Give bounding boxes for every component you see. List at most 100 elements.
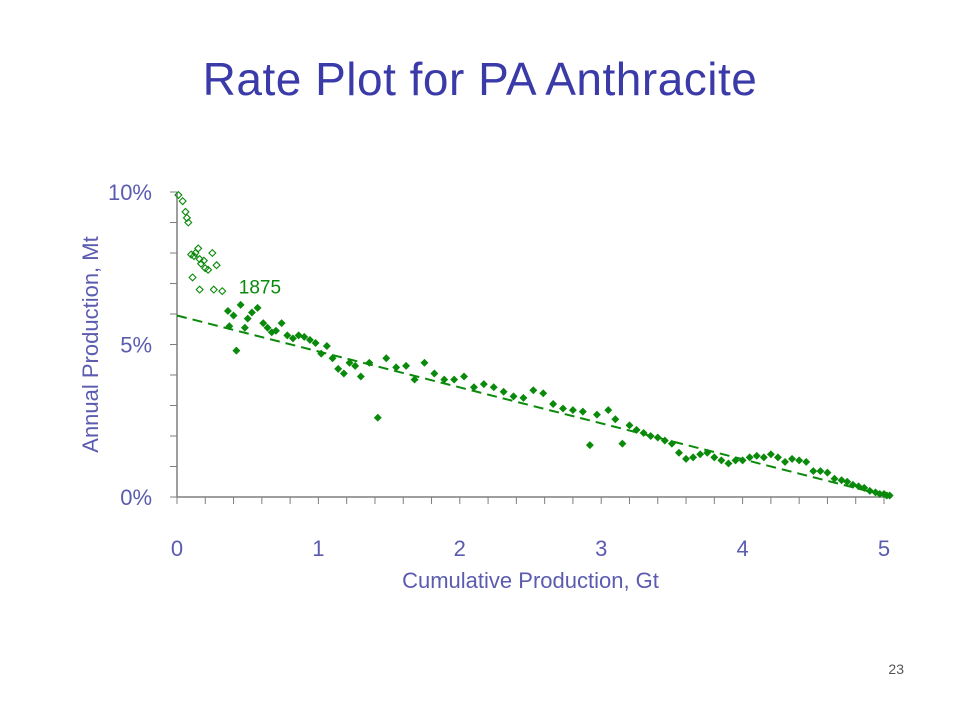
- data-point-open: [208, 248, 217, 258]
- data-point: [766, 450, 775, 459]
- data-point-open: [194, 244, 203, 253]
- data-point: [509, 392, 518, 401]
- data-point: [717, 456, 726, 465]
- data-point: [382, 354, 391, 363]
- data-point-open: [209, 285, 218, 294]
- data-point-open: [218, 286, 227, 296]
- data-point: [225, 322, 234, 331]
- data-point: [247, 308, 256, 317]
- data-point: [745, 453, 754, 462]
- data-point-open: [182, 213, 192, 223]
- data-point: [731, 456, 740, 465]
- data-point-open: [184, 218, 193, 227]
- data-point: [365, 358, 374, 367]
- x-tick-label: 2: [454, 536, 466, 561]
- data-point: [738, 456, 747, 465]
- data-point: [322, 342, 331, 350]
- data-point: [809, 467, 818, 476]
- data-point: [830, 474, 839, 483]
- data-point: [440, 375, 449, 384]
- data-point: [848, 480, 857, 489]
- data-point: [300, 332, 309, 341]
- data-point: [430, 369, 439, 378]
- data-point: [240, 323, 249, 332]
- y-tick-label: 5%: [120, 333, 152, 358]
- data-point: [585, 441, 594, 450]
- data-point: [243, 314, 252, 323]
- data-point: [578, 407, 587, 416]
- data-point: [229, 311, 238, 320]
- data-point: [305, 335, 314, 344]
- data-point: [660, 436, 669, 445]
- data-point: [479, 380, 488, 389]
- data-point: [311, 339, 320, 347]
- data-point: [854, 482, 863, 491]
- slide-title: Rate Plot for PA Anthracite: [202, 53, 758, 105]
- data-point: [283, 331, 292, 340]
- data-point: [618, 439, 627, 448]
- data-point: [865, 486, 874, 495]
- data-point: [632, 425, 641, 434]
- x-axis-label: Cumulative Production, Gt: [402, 568, 659, 593]
- data-point: [568, 406, 577, 415]
- data-point: [667, 439, 676, 448]
- data-point: [823, 468, 832, 477]
- data-point-open: [196, 259, 206, 268]
- data-point: [604, 406, 613, 415]
- data-point-open: [174, 190, 183, 200]
- data-point: [223, 306, 232, 315]
- data-point: [334, 364, 343, 373]
- data-point: [317, 349, 326, 358]
- data-point: [253, 303, 262, 312]
- data-point-open: [195, 254, 204, 264]
- data-point: [816, 467, 825, 476]
- x-tick-label: 5: [878, 536, 890, 561]
- data-point-open: [178, 196, 187, 206]
- data-point: [539, 389, 548, 398]
- trendline: [176, 314, 892, 498]
- data-point-open: [212, 261, 221, 270]
- data-point: [450, 375, 459, 384]
- data-point: [802, 457, 811, 466]
- y-axis-label: Annual Production, Mt: [78, 236, 103, 452]
- data-point: [682, 454, 691, 463]
- data-point: [489, 383, 498, 392]
- data-point: [402, 361, 411, 370]
- data-point: [529, 386, 538, 395]
- data-point: [345, 358, 354, 367]
- data-point: [724, 459, 733, 468]
- data-point: [759, 453, 768, 462]
- data-point: [788, 454, 797, 463]
- data-point: [639, 428, 648, 437]
- data-point: [696, 450, 705, 459]
- data-point: [351, 361, 360, 370]
- data-point: [294, 331, 303, 340]
- x-tick-label: 0: [171, 536, 183, 561]
- data-point: [860, 483, 869, 492]
- x-tick-label: 3: [595, 536, 607, 561]
- data-point: [420, 358, 429, 367]
- data-point: [232, 346, 241, 355]
- data-point: [410, 375, 419, 384]
- data-point: [752, 451, 761, 460]
- data-point: [236, 300, 245, 309]
- x-tick-label: 4: [736, 536, 748, 561]
- data-point: [469, 383, 478, 392]
- data-point: [710, 453, 719, 462]
- data-point-open: [199, 256, 209, 265]
- data-point: [773, 453, 782, 462]
- data-point-open: [195, 285, 204, 294]
- page-number: 23: [888, 661, 904, 677]
- data-point: [646, 432, 655, 440]
- data-point: [339, 369, 348, 378]
- data-point: [373, 413, 382, 422]
- data-point: [288, 334, 297, 343]
- data-point: [549, 400, 558, 408]
- data-point: [328, 354, 337, 363]
- data-point: [703, 448, 712, 457]
- data-point: [837, 476, 846, 485]
- data-point-open: [188, 273, 197, 282]
- data-point: [519, 393, 528, 402]
- data-point: [611, 415, 620, 424]
